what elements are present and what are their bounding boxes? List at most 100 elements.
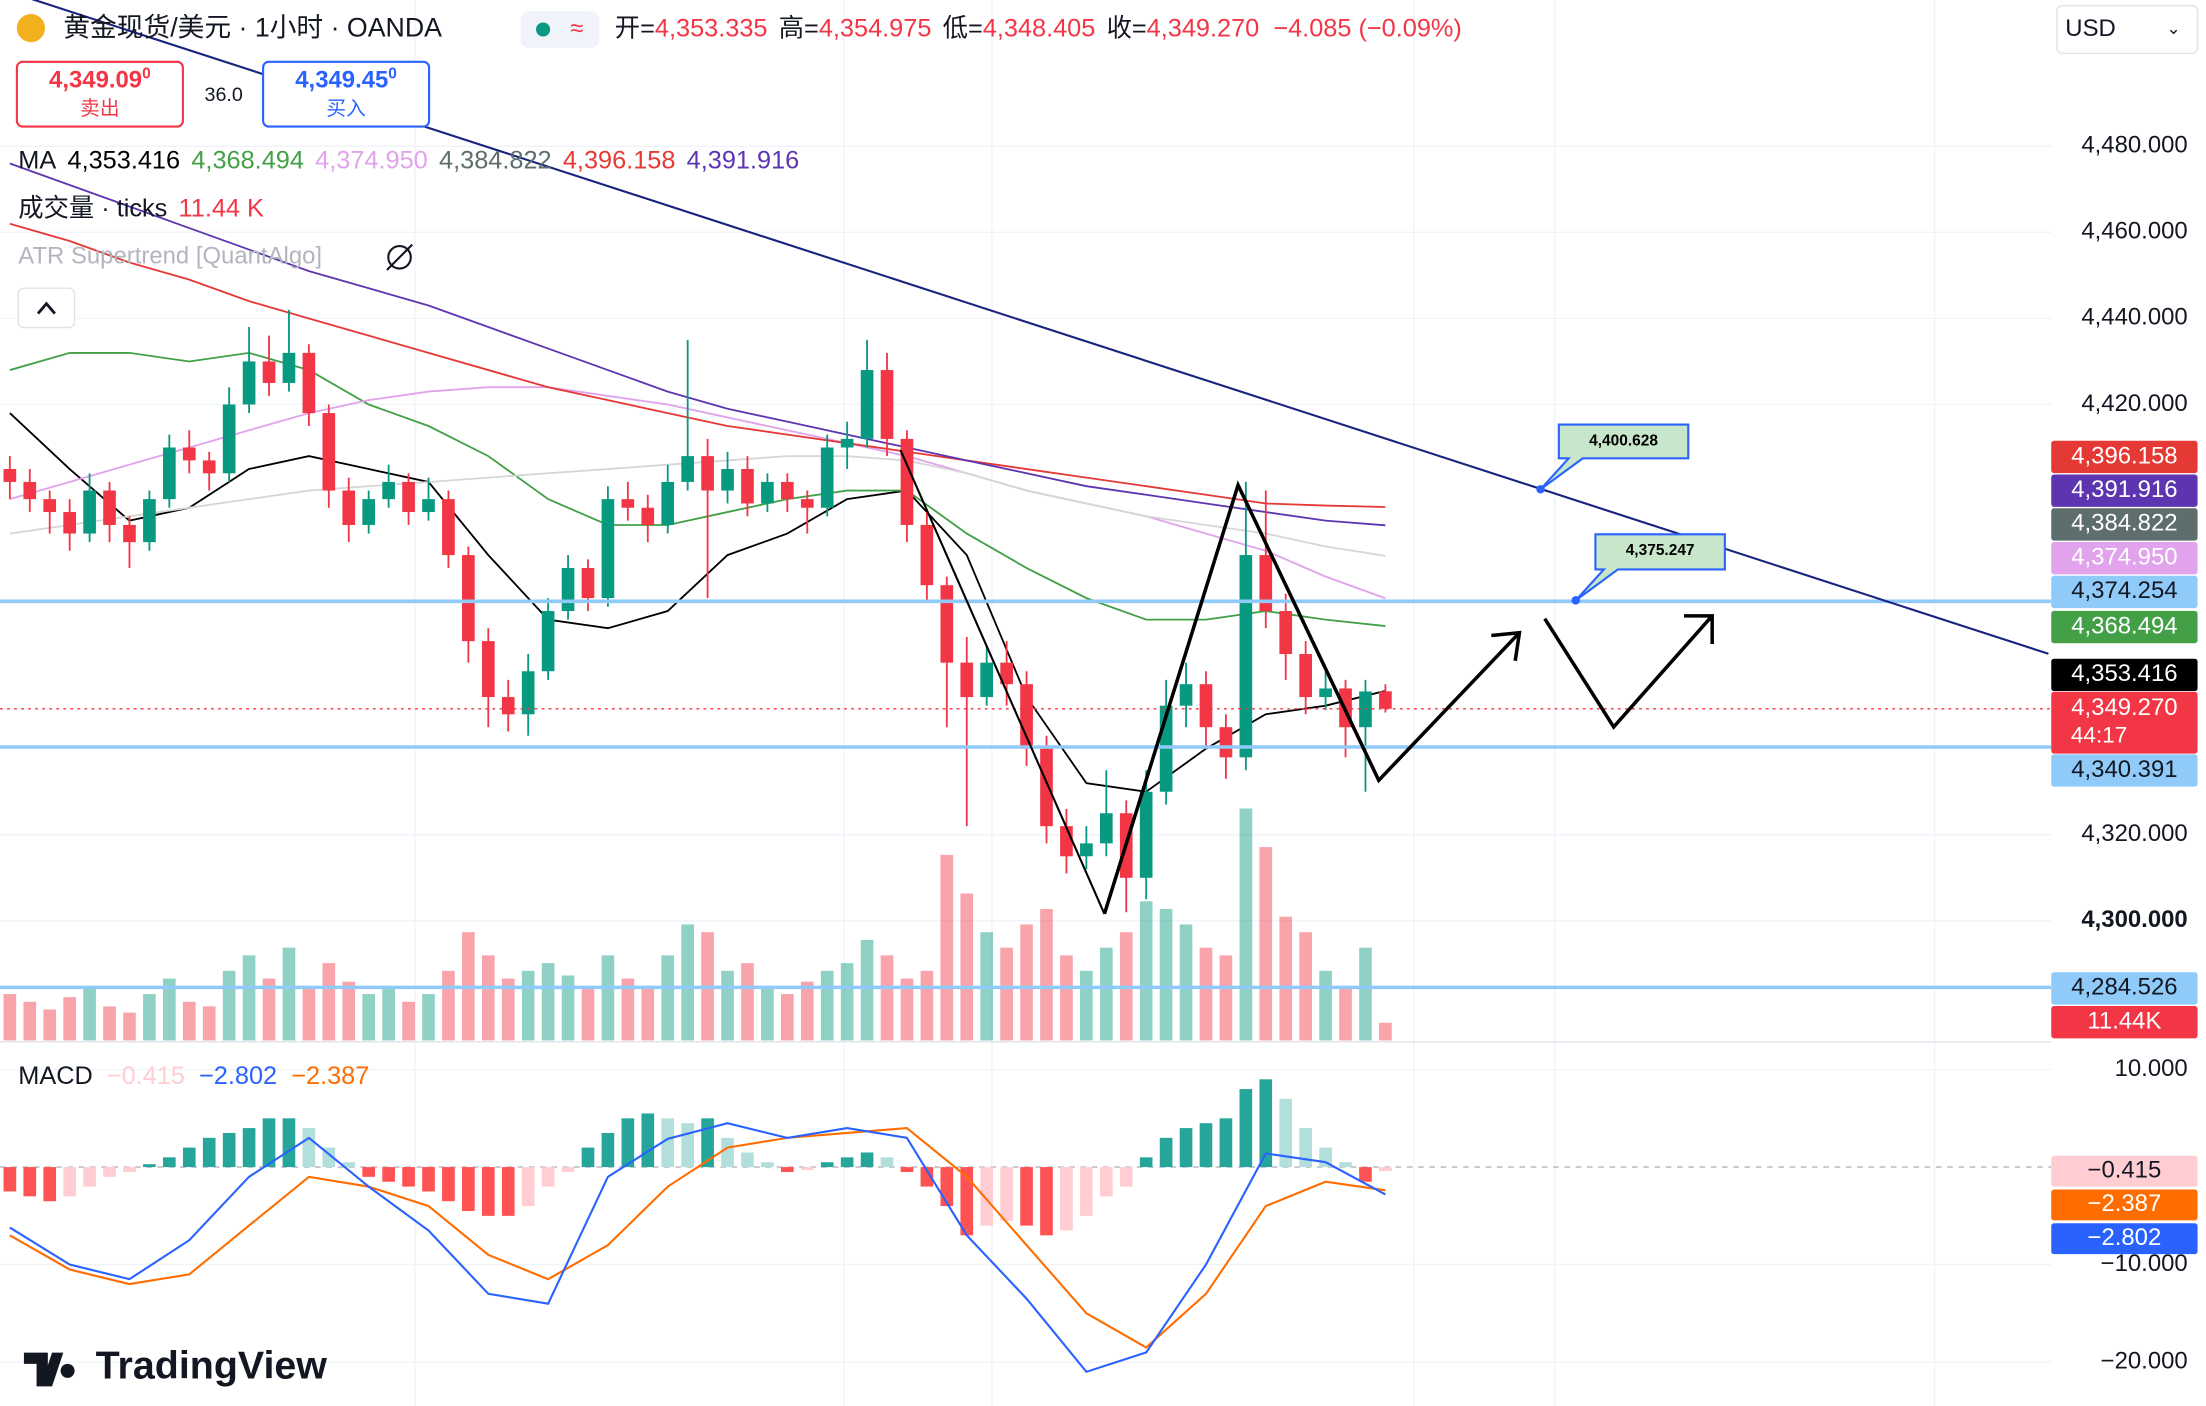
price-badge: [2051, 440, 2198, 474]
candle-body: [163, 447, 176, 500]
macd-badge: [2051, 1155, 2198, 1187]
pattern-line: [1543, 614, 1714, 730]
volume-bar: [900, 978, 914, 1041]
volume-bar: [1259, 847, 1273, 1041]
macd-histogram-bar: [1060, 1167, 1073, 1231]
volume-bar: [940, 854, 954, 1041]
macd-histogram-bar: [422, 1167, 435, 1192]
candle-body: [601, 499, 615, 599]
buy-label: 买入: [326, 98, 365, 120]
macd-histogram-bar: [920, 1167, 934, 1187]
price-badge-label: 4,396.158: [2071, 442, 2177, 469]
logo: TradingView: [23, 1343, 328, 1387]
candle-body: [681, 456, 694, 482]
currency-button[interactable]: [2056, 4, 2199, 55]
candle-body: [1239, 555, 1253, 758]
candle-body: [661, 481, 675, 525]
macd-histogram-bar: [641, 1113, 655, 1168]
macd-histogram-bar: [940, 1167, 954, 1207]
candle-body: [1099, 813, 1113, 844]
eye-icon[interactable]: [387, 244, 412, 270]
candle-body: [242, 361, 256, 405]
y-tick-label: 4,440.000: [2081, 304, 2187, 331]
macd-histogram-bar: [83, 1167, 96, 1187]
candle-body: [1259, 555, 1273, 612]
macd-histogram-bar: [1179, 1128, 1193, 1168]
volume-bar: [282, 947, 296, 1041]
label: 开=: [615, 14, 655, 42]
price-badge: [2051, 610, 2198, 644]
volume-bar: [1219, 955, 1233, 1041]
macd-histogram-bar: [900, 1167, 914, 1172]
ma-value: 4,391.916: [687, 146, 800, 174]
volume-bar: [163, 978, 176, 1041]
candle-body: [741, 469, 754, 504]
macd-histogram-bar: [601, 1132, 615, 1168]
price-badge: [2051, 575, 2198, 609]
candle-body: [322, 413, 336, 491]
macd-histogram-bar: [63, 1167, 76, 1197]
hidden-icon[interactable]: [386, 243, 413, 271]
candle-body: [83, 490, 96, 534]
macd-histogram-bar: [362, 1167, 376, 1177]
ma-legend: MA 4,353.416 4,368.494 4,374.950 4,384.822 4,…: [18, 146, 799, 174]
y-tick-label: 4,460.000: [2081, 218, 2187, 245]
candle-body: [422, 499, 435, 513]
candle-body: [282, 352, 296, 383]
candle-body: [302, 352, 316, 414]
candle-body: [920, 524, 934, 586]
macd-histogram-bar: [820, 1162, 834, 1168]
macd-histogram-bar: [481, 1167, 495, 1216]
ma-value: 4,353.416: [68, 146, 181, 174]
logo-text: TradingView: [96, 1343, 328, 1387]
candle-body: [940, 585, 954, 663]
price-badge: [2051, 691, 2198, 754]
candle-body: [63, 512, 76, 534]
macd-histogram-bar: [103, 1167, 116, 1177]
buy-button[interactable]: [262, 60, 431, 128]
ma-line: [9, 222, 1386, 508]
price-badge-label: 4,353.416: [2071, 660, 2177, 687]
macd-histogram-bar: [721, 1137, 734, 1168]
volume-bar: [1339, 986, 1352, 1041]
volume-bar: [761, 986, 774, 1041]
macd-histogram-bar: [1139, 1157, 1153, 1168]
label: 高=: [779, 14, 819, 42]
candle-body: [123, 524, 136, 543]
candle-body: [222, 404, 236, 474]
candle-body: [1139, 791, 1153, 878]
ma-value: 4,396.158: [563, 146, 676, 174]
volume-bar: [1179, 924, 1193, 1041]
macd-histogram-bar: [1080, 1167, 1093, 1216]
market-open-dot: [536, 22, 551, 37]
volume-bar: [501, 978, 515, 1041]
macd-histogram-bar: [123, 1167, 136, 1172]
macd-histogram-bar: [581, 1147, 595, 1168]
buy-price: 4,349.450: [295, 66, 397, 94]
volume-bar: [481, 955, 495, 1041]
macd-histogram-bar: [761, 1162, 774, 1168]
macd-histogram-bar: [1239, 1089, 1253, 1168]
ma-line: [9, 162, 1386, 527]
candle-body: [800, 499, 814, 508]
candle-body: [860, 370, 874, 439]
volume-bar: [322, 963, 336, 1041]
collapse-button[interactable]: [17, 287, 76, 329]
price-badge: [2051, 1005, 2198, 1039]
countdown: 44:17: [2071, 723, 2127, 748]
price-badge: [2051, 542, 2198, 575]
price-badge-label: 4,368.494: [2071, 612, 2177, 639]
macd-histogram-bar: [860, 1152, 874, 1168]
macd-histogram-bar: [1199, 1123, 1213, 1168]
volume-bar: [302, 986, 316, 1041]
candle-body: [880, 370, 894, 439]
volume-bar: [601, 955, 615, 1041]
label: 收=: [1107, 14, 1147, 42]
ma-label: MA: [18, 146, 56, 174]
macd-badge: [2051, 1189, 2198, 1221]
macd-histogram-bar: [442, 1167, 455, 1202]
sell-button[interactable]: [15, 60, 184, 128]
volume-bar: [1139, 901, 1153, 1041]
arrow-head: [1491, 630, 1522, 662]
macd-histogram-bar: [143, 1164, 156, 1168]
